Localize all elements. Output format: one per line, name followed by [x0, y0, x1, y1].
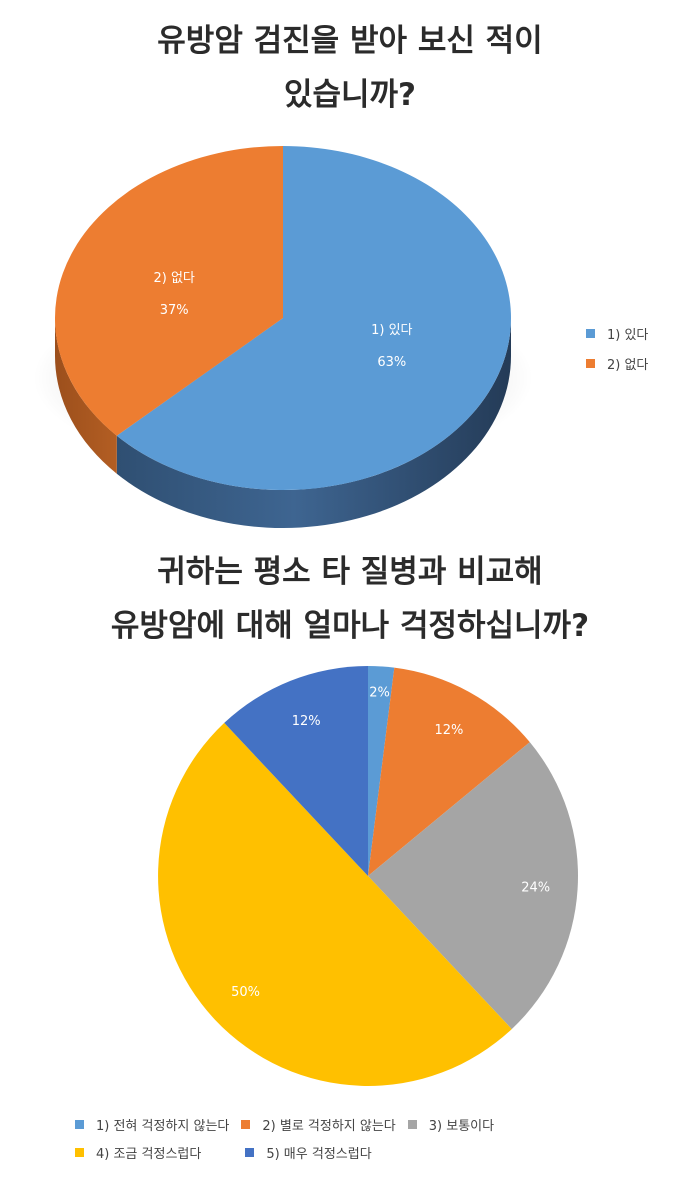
- chart1-slice-value-label: 63%: [377, 355, 406, 370]
- chart2-legend-item: 4) 조금 걱정스럽다: [75, 1143, 201, 1162]
- chart2-slice-value-label: 50%: [231, 985, 260, 1000]
- chart1-slice-value-label: 37%: [160, 303, 189, 318]
- chart1-slice-1: [116, 146, 511, 490]
- chart2-slice-5: [224, 666, 368, 876]
- chart2-title-line1: 귀하는 평소 타 질병과 비교해: [157, 554, 543, 590]
- chart2-slice-value-label: 24%: [521, 881, 550, 896]
- legend-label: 5) 매우 걱정스럽다: [266, 1146, 372, 1162]
- legend-swatch: [586, 358, 595, 368]
- chart1-pie: 1) 있다 63% 2) 없다 37%: [33, 146, 533, 529]
- chart1-legend: 1) 있다 2) 없다: [586, 318, 648, 378]
- chart1-title-line2: 있습니까?: [283, 77, 417, 113]
- legend-label: 2) 별로 걱정하지 않는다: [262, 1118, 396, 1134]
- chart1-legend-item: 2) 없다: [586, 348, 648, 378]
- chart2-slice-3: [368, 742, 578, 1030]
- chart1-side-2: [55, 318, 117, 474]
- chart2-slice-value-label: 12%: [292, 714, 321, 729]
- chart2-legend-item: 1) 전혀 걱정하지 않는다: [75, 1115, 229, 1134]
- chart2-legend-item: 5) 매우 걱정스럽다: [245, 1143, 372, 1162]
- chart2-title: 귀하는 평소 타 질병과 비교해 유방암에 대해 얼마나 걱정하십니까?: [0, 545, 700, 653]
- chart2-legend-item: 2) 별로 걱정하지 않는다: [241, 1115, 396, 1134]
- legend-label: 4) 조금 걱정스럽다: [96, 1146, 202, 1162]
- legend-label: 1) 있다: [607, 327, 649, 343]
- legend-swatch: [245, 1147, 255, 1157]
- chart2-slice-4: [158, 722, 512, 1086]
- legend-swatch: [75, 1147, 84, 1157]
- legend-swatch: [241, 1119, 251, 1129]
- legend-label: 3) 보통이다: [428, 1118, 495, 1134]
- legend-swatch: [407, 1119, 417, 1129]
- chart1-slice-category-label: 2) 없다: [153, 271, 194, 286]
- chart2-legend-item: 3) 보통이다: [407, 1115, 495, 1134]
- legend-label: 2) 없다: [607, 357, 649, 373]
- legend-swatch: [586, 328, 595, 338]
- chart1-title: 유방암 검진을 받아 보신 적이 있습니까?: [0, 14, 700, 122]
- chart1-legend-item: 1) 있다: [586, 318, 648, 348]
- chart2-slice-1: [368, 666, 395, 876]
- legend-label: 1) 전혀 걱정하지 않는다: [96, 1118, 230, 1134]
- chart2-slice-value-label: 2%: [369, 686, 390, 701]
- chart1-slice-2: [55, 146, 283, 436]
- legend-swatch: [75, 1119, 84, 1129]
- chart2-slice-value-label: 12%: [434, 723, 463, 738]
- chart2-slice-2: [368, 667, 530, 876]
- chart2-title-line2: 유방암에 대해 얼마나 걱정하십니까?: [110, 608, 590, 644]
- chart1-title-line1: 유방암 검진을 받아 보신 적이: [157, 23, 543, 59]
- chart1-side-1: [116, 318, 511, 529]
- chart1-slice-category-label: 1) 있다: [371, 323, 412, 338]
- chart2-legend: 1) 전혀 걱정하지 않는다 2) 별로 걱정하지 않는다 3) 보통이다 4)…: [75, 1110, 635, 1166]
